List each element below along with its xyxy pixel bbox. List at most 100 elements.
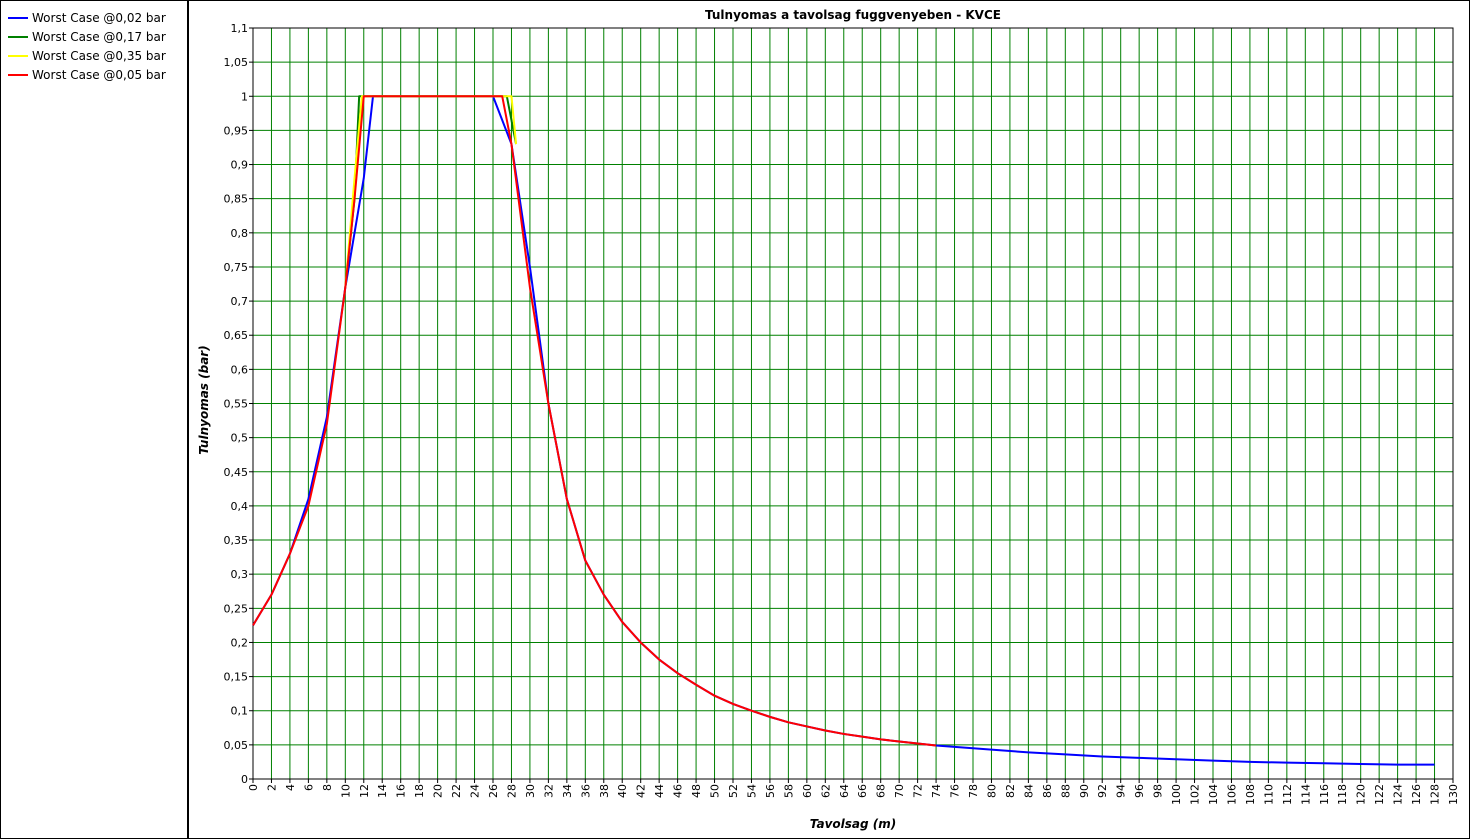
y-tick-label: 0,35 xyxy=(224,534,249,547)
x-tick-label: 0 xyxy=(247,784,260,791)
x-tick-label: 96 xyxy=(1133,784,1146,798)
legend-label: Worst Case @0,02 bar xyxy=(32,11,166,25)
x-tick-label: 60 xyxy=(801,784,814,798)
x-tick-label: 12 xyxy=(358,784,371,798)
x-tick-label: 40 xyxy=(616,784,629,798)
y-tick-label: 1 xyxy=(241,90,248,103)
x-tick-label: 32 xyxy=(542,784,555,798)
y-tick-label: 1,1 xyxy=(231,22,249,35)
y-tick-label: 0,2 xyxy=(231,636,249,649)
x-tick-label: 38 xyxy=(598,784,611,798)
x-tick-label: 52 xyxy=(727,784,740,798)
x-tick-label: 16 xyxy=(395,784,408,798)
x-tick-label: 20 xyxy=(432,784,445,798)
x-tick-label: 104 xyxy=(1207,784,1220,805)
x-tick-label: 116 xyxy=(1318,784,1331,805)
y-axis-label: Tulnyomas (bar) xyxy=(197,345,211,454)
y-tick-label: 0,25 xyxy=(224,602,249,615)
x-tick-label: 78 xyxy=(967,784,980,798)
y-tick-label: 0,5 xyxy=(231,432,249,445)
x-tick-label: 70 xyxy=(893,784,906,798)
x-tick-label: 42 xyxy=(635,784,648,798)
y-tick-label: 0,8 xyxy=(231,227,249,240)
x-tick-label: 92 xyxy=(1096,784,1109,798)
x-tick-label: 84 xyxy=(1022,784,1035,798)
x-tick-label: 4 xyxy=(284,784,297,791)
x-tick-label: 6 xyxy=(302,784,315,791)
x-tick-label: 28 xyxy=(505,784,518,798)
x-tick-label: 50 xyxy=(709,784,722,798)
x-tick-label: 18 xyxy=(413,784,426,798)
chart-title: Tulnyomas a tavolsag fuggvenyeben - KVCE xyxy=(705,8,1001,22)
y-tick-label: 0,85 xyxy=(224,193,249,206)
x-tick-label: 46 xyxy=(672,784,685,798)
x-tick-label: 34 xyxy=(561,784,574,798)
x-tick-label: 118 xyxy=(1336,784,1349,805)
x-tick-label: 124 xyxy=(1392,784,1405,805)
y-tick-label: 0 xyxy=(241,773,248,786)
x-tick-label: 94 xyxy=(1115,784,1128,798)
y-tick-label: 0,1 xyxy=(231,705,249,718)
x-tick-label: 126 xyxy=(1410,784,1423,805)
x-tick-label: 90 xyxy=(1078,784,1091,798)
y-tick-label: 0,15 xyxy=(224,671,249,684)
x-tick-label: 10 xyxy=(339,784,352,798)
x-tick-label: 108 xyxy=(1244,784,1257,805)
x-tick-label: 114 xyxy=(1299,784,1312,805)
x-tick-label: 74 xyxy=(930,784,943,798)
x-tick-label: 36 xyxy=(579,784,592,798)
x-tick-label: 76 xyxy=(949,784,962,798)
y-tick-label: 0,4 xyxy=(231,500,249,513)
y-tick-label: 0,7 xyxy=(231,295,249,308)
x-tick-label: 110 xyxy=(1262,784,1275,805)
y-tick-label: 1,05 xyxy=(224,56,249,69)
x-tick-label: 80 xyxy=(985,784,998,798)
x-tick-label: 82 xyxy=(1004,784,1017,798)
x-tick-label: 128 xyxy=(1429,784,1442,805)
line-series xyxy=(252,95,937,747)
x-tick-label: 112 xyxy=(1281,784,1294,805)
x-tick-label: 106 xyxy=(1225,784,1238,805)
x-tick-label: 102 xyxy=(1189,784,1202,805)
x-tick-label: 120 xyxy=(1355,784,1368,805)
y-tick-label: 0,95 xyxy=(224,124,249,137)
x-axis-label: Tavolsag (m) xyxy=(810,817,897,831)
x-tick-label: 56 xyxy=(764,784,777,798)
x-tick-label: 72 xyxy=(912,784,925,798)
legend-label: Worst Case @0,35 bar xyxy=(32,49,166,63)
x-tick-label: 8 xyxy=(321,784,334,791)
x-tick-label: 86 xyxy=(1041,784,1054,798)
y-tick-label: 0,75 xyxy=(224,261,249,274)
legend-label: Worst Case @0,17 bar xyxy=(32,30,166,44)
x-tick-label: 98 xyxy=(1152,784,1165,798)
y-tick-label: 0,05 xyxy=(224,739,249,752)
x-tick-label: 68 xyxy=(875,784,888,798)
x-tick-label: 100 xyxy=(1170,784,1183,805)
y-tick-label: 0,6 xyxy=(231,363,249,376)
y-tick-label: 0,65 xyxy=(224,329,249,342)
y-tick-label: 0,55 xyxy=(224,398,249,411)
x-tick-label: 26 xyxy=(487,784,500,798)
legend-label: Worst Case @0,05 bar xyxy=(32,68,166,82)
x-tick-label: 22 xyxy=(450,784,463,798)
y-tick-label: 0,45 xyxy=(224,466,249,479)
x-tick-label: 66 xyxy=(856,784,869,798)
plot-frame xyxy=(252,27,1454,780)
x-tick-label: 30 xyxy=(524,784,537,798)
y-tick-label: 0,3 xyxy=(231,568,249,581)
x-tick-label: 130 xyxy=(1447,784,1460,805)
x-tick-label: 58 xyxy=(782,784,795,798)
x-tick-label: 2 xyxy=(265,784,278,791)
x-tick-label: 24 xyxy=(469,784,482,798)
x-tick-label: 88 xyxy=(1059,784,1072,798)
x-tick-label: 64 xyxy=(838,784,851,798)
y-tick-label: 0,9 xyxy=(231,159,249,172)
x-tick-label: 54 xyxy=(745,784,758,798)
x-tick-label: 122 xyxy=(1373,784,1386,805)
x-tick-label: 44 xyxy=(653,784,666,798)
line-series xyxy=(344,95,518,288)
x-tick-label: 48 xyxy=(690,784,703,798)
x-tick-label: 62 xyxy=(819,784,832,798)
